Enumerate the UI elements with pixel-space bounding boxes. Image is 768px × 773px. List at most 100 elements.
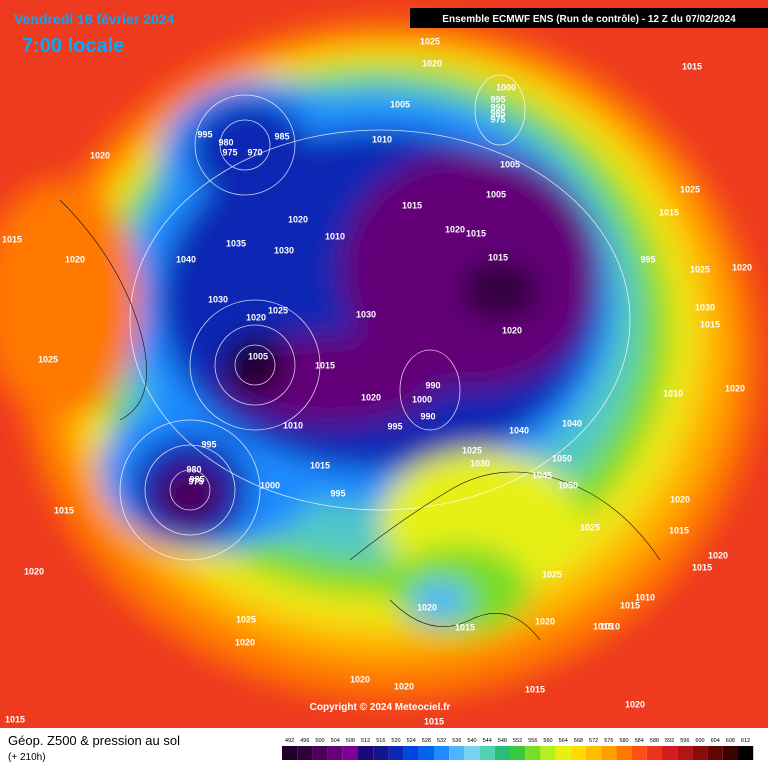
pressure-label: 1025 [580,522,600,532]
pressure-label: 1020 [394,681,414,691]
run-info: Ensemble ECMWF ENS (Run de contrôle) - 1… [442,14,736,25]
legend-level: 580 [619,738,628,744]
legend-level: 524 [407,738,416,744]
pressure-label: 1025 [462,445,482,455]
pressure-label: 1050 [552,453,572,463]
pressure-label: 985 [490,108,505,118]
legend-level: 532 [437,738,446,744]
legend-swatch [297,746,313,760]
legend-level: 508 [346,738,355,744]
legend-swatch [631,746,647,760]
pressure-label: 995 [490,94,505,104]
legend-swatch [312,746,328,760]
pressure-label: 1010 [283,420,303,430]
pressure-label: 1000 [496,82,516,92]
pressure-label: 1030 [470,458,490,468]
pressure-label: 1020 [502,325,522,335]
pressure-label: 1010 [600,621,620,631]
legend-swatch [525,746,541,760]
pressure-label: 1020 [417,602,437,612]
pressure-label: 1020 [708,550,728,560]
pressure-label: 995 [640,254,655,264]
legend-swatch [388,746,404,760]
legend-level: 564 [559,738,568,744]
legend-level: 604 [711,738,720,744]
legend-swatch [722,746,738,760]
legend-swatch [601,746,617,760]
pressure-label: 995 [387,421,402,431]
pressure-label: 1000 [260,480,280,490]
pressure-label: 985 [274,131,289,141]
pressure-label: 1040 [562,418,582,428]
pressure-label: 1020 [288,214,308,224]
pressure-label: 1010 [325,231,345,241]
pressure-label: 1005 [500,159,520,169]
pressure-label: 975 [222,147,237,157]
pressure-label: 1015 [620,600,640,610]
pressure-label: 1040 [176,254,196,264]
legend-level: 500 [315,738,324,744]
pressure-label: 995 [201,439,216,449]
legend-swatch [586,746,602,760]
pressure-label: 1015 [455,622,475,632]
pressure-label: 1015 [424,716,444,726]
legend-level: 520 [391,738,400,744]
legend-level: 572 [589,738,598,744]
legend-swatch [282,746,298,760]
pressure-label: 1015 [2,234,22,244]
pressure-label: 1015 [593,621,613,631]
legend-level: 528 [422,738,431,744]
legend-level: 556 [528,738,537,744]
pressure-label: 995 [197,129,212,139]
pressure-label: 1010 [663,388,683,398]
legend-swatch [707,746,723,760]
pressure-label: 1015 [5,714,25,724]
pressure-label: 1020 [422,58,442,68]
pressure-label: 1025 [236,614,256,624]
legend-level: 588 [650,738,659,744]
pressure-label: 1020 [24,566,44,576]
legend-swatch [403,746,419,760]
legend-swatch [677,746,693,760]
legend-swatch [646,746,662,760]
legend-swatch [449,746,465,760]
pressure-label: 1000 [412,394,432,404]
legend-level: 540 [467,738,476,744]
legend-level: 612 [741,738,750,744]
pressure-label: 1020 [732,262,752,272]
pressure-label: 990 [425,380,440,390]
pressure-label: 1030 [695,302,715,312]
pressure-label: 1030 [274,245,294,255]
footer-lead: (+ 210h) [8,752,46,763]
legend-swatch [327,746,343,760]
legend-swatch [662,746,678,760]
pressure-label: 1005 [486,189,506,199]
pressure-label: 1030 [356,309,376,319]
legend-level: 536 [452,738,461,744]
pressure-label: 1025 [680,184,700,194]
pressure-label: 1020 [625,699,645,709]
pressure-label: 1015 [682,61,702,71]
legend-swatch [616,746,632,760]
pressure-label: 1020 [445,224,465,234]
legend-swatch [494,746,510,760]
pressure-label: 1010 [372,134,392,144]
legend-level: 568 [574,738,583,744]
legend-level: 592 [665,738,674,744]
legend-swatch [434,746,450,760]
legend-swatch [373,746,389,760]
pressure-label: 1020 [90,150,110,160]
pressure-label: 980 [186,464,201,474]
legend-level: 552 [513,738,522,744]
pressure-label: 1015 [669,525,689,535]
pressure-label: 975 [490,114,505,124]
pressure-label: 1035 [226,238,246,248]
pressure-label: 975 [188,476,203,486]
pressure-label: 985 [189,474,204,484]
pressure-label: 1005 [248,351,268,361]
pressure-label: 1015 [402,200,422,210]
legend-level: 560 [543,738,552,744]
run-banner [410,8,768,28]
time: 7:00 locale [22,35,124,57]
